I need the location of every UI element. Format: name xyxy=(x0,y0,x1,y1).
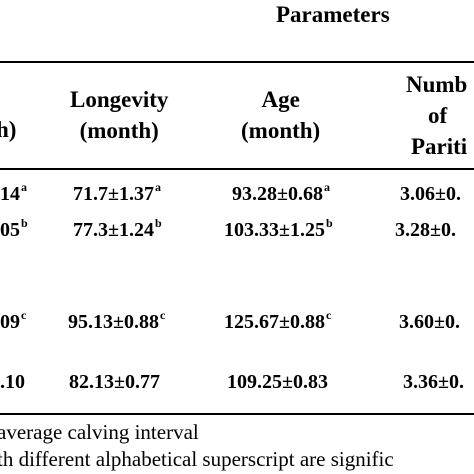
parity-header-line3: Pariti xyxy=(411,134,468,159)
table-row-3-parity: 3.60±0. xyxy=(399,311,460,333)
table-row-4-parity: 3.36±0. xyxy=(403,371,464,393)
age-header: Age (month) xyxy=(241,84,320,146)
parameters-group-header: Parameters xyxy=(276,2,390,27)
table-row-1-col0: 14a xyxy=(0,180,27,205)
longevity-header: Longevity (month) xyxy=(70,84,168,146)
table-row-1-parity: 3.06±0. xyxy=(400,183,461,205)
longevity-header-line1: Longevity xyxy=(70,87,169,112)
parity-header-line2: of xyxy=(428,103,448,128)
table-bottom-rule xyxy=(0,413,474,415)
table-row-3-age: 125.67±0.88c xyxy=(224,308,332,333)
table-row-3-longevity: 95.13±0.88c xyxy=(68,308,166,333)
footnote-2: th different alphabetical superscript ar… xyxy=(0,447,394,471)
table-row-1-age: 93.28±0.68a xyxy=(232,180,330,205)
age-header-line2: (month) xyxy=(241,118,321,143)
longevity-header-line2: (month) xyxy=(79,118,159,143)
footnote-1: average calving interval xyxy=(0,420,199,444)
parity-header: Numb of Pariti xyxy=(406,69,467,162)
table-row-2-parity: 3.28±0. xyxy=(395,219,456,241)
table-row-2-col0: 05b xyxy=(0,216,28,241)
table-row-1-longevity: 71.7±1.37a xyxy=(73,180,161,205)
table-row-3-col0: 09c xyxy=(0,308,27,333)
age-header-line1: Age xyxy=(261,87,300,112)
col0-header-fragment: h) xyxy=(0,117,17,142)
table-row-2-longevity: 77.3±1.24b xyxy=(73,216,162,241)
table-row-4-col0: .10 xyxy=(0,371,25,393)
parity-header-line1: Numb xyxy=(406,72,468,97)
header-bottom-rule xyxy=(0,168,474,170)
table-row-2-age: 103.33±1.25b xyxy=(224,216,333,241)
header-top-rule xyxy=(0,61,474,63)
table-row-4-longevity: 82.13±0.77 xyxy=(69,371,160,393)
table-row-4-age: 109.25±0.83 xyxy=(227,371,328,393)
